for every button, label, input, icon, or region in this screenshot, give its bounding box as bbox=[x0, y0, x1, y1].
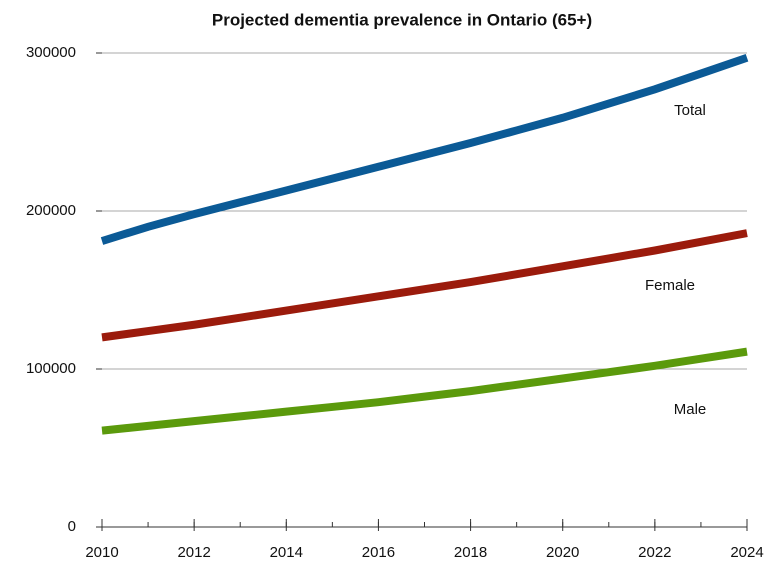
y-tick-label: 0 bbox=[68, 518, 76, 535]
x-tick-label: 2020 bbox=[546, 544, 579, 561]
line-series bbox=[100, 53, 749, 245]
line-series bbox=[101, 229, 748, 342]
x-tick-label: 2018 bbox=[454, 544, 487, 561]
x-tick-label: 2024 bbox=[730, 544, 763, 561]
x-tick-label: 2022 bbox=[638, 544, 671, 561]
y-tick-label: 300000 bbox=[26, 44, 76, 61]
series-label: Total bbox=[674, 102, 706, 119]
x-tick-label: 2014 bbox=[270, 544, 303, 561]
y-tick-label: 200000 bbox=[26, 202, 76, 219]
line-series bbox=[101, 347, 748, 435]
x-tick-label: 2016 bbox=[362, 544, 395, 561]
series-label: Female bbox=[645, 277, 695, 294]
x-tick-label: 2010 bbox=[85, 544, 118, 561]
y-tick-label: 100000 bbox=[26, 360, 76, 377]
x-tick-label: 2012 bbox=[177, 544, 210, 561]
chart-title: Projected dementia prevalence in Ontario… bbox=[212, 10, 592, 29]
series-label: Male bbox=[674, 401, 707, 418]
